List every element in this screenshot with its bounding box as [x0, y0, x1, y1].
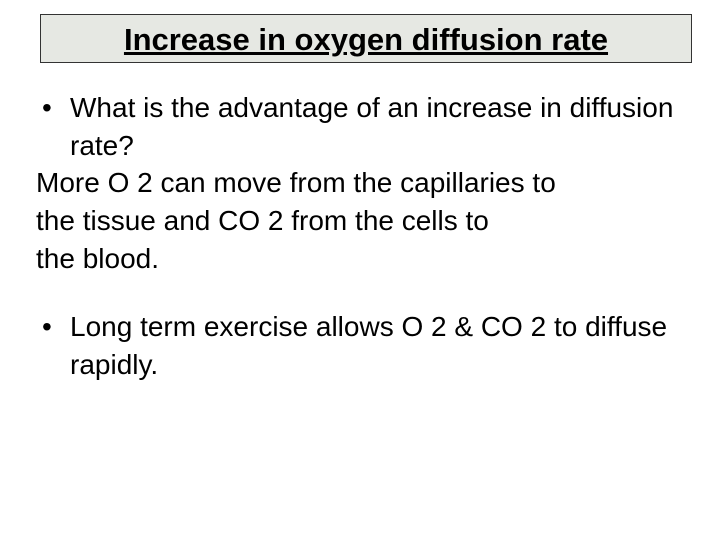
title-box: Increase in oxygen diffusion rate	[40, 14, 692, 63]
paragraph-line: More O 2 can move from the capillaries t…	[36, 164, 688, 202]
content-area: • What is the advantage of an increase i…	[22, 89, 698, 384]
bullet-item: • What is the advantage of an increase i…	[36, 89, 688, 165]
slide-title: Increase in oxygen diffusion rate	[124, 21, 608, 60]
spacer	[36, 278, 688, 308]
paragraph-line: the blood.	[36, 240, 688, 278]
bullet-text: What is the advantage of an increase in …	[70, 89, 688, 165]
bullet-glyph: •	[36, 89, 70, 127]
bullet-text: Long term exercise allows O 2 & CO 2 to …	[70, 308, 688, 384]
paragraph-line: the tissue and CO 2 from the cells to	[36, 202, 688, 240]
bullet-item: • Long term exercise allows O 2 & CO 2 t…	[36, 308, 688, 384]
bullet-glyph: •	[36, 308, 70, 346]
